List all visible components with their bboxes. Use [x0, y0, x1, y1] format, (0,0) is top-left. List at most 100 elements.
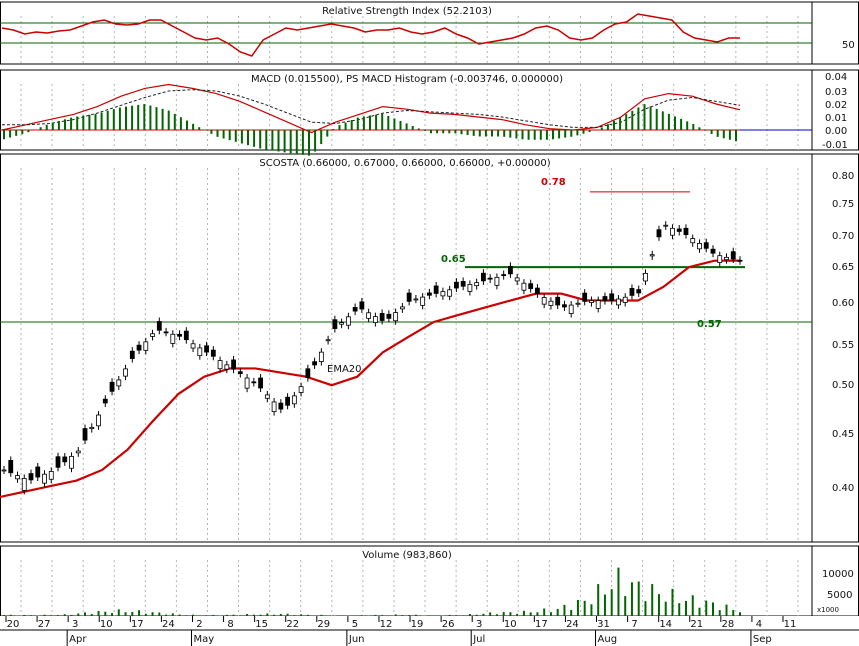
- x-month-label-aug: Aug: [598, 634, 618, 645]
- candle-body: [508, 265, 513, 275]
- candle-body: [690, 238, 696, 244]
- price-tick-065: 0.65: [832, 262, 854, 273]
- candle-body: [156, 321, 162, 331]
- candle-body: [55, 456, 61, 468]
- candle-body: [89, 426, 95, 429]
- candle-body: [345, 316, 351, 326]
- macd-tick-1: 0.03: [825, 87, 847, 98]
- macd-tick-0: 0.04: [825, 72, 847, 83]
- candle-body: [535, 287, 540, 295]
- candle-body: [1, 469, 7, 472]
- price-tick-045: 0.45: [832, 429, 854, 440]
- candle-body: [48, 471, 54, 480]
- candle-body: [305, 368, 311, 379]
- candle-body: [555, 296, 561, 306]
- x-tick-label-23: 28: [721, 619, 734, 630]
- candle-body: [616, 298, 621, 306]
- candle-body: [325, 339, 331, 342]
- candle-body: [501, 274, 507, 277]
- macd-line: [1, 83, 741, 134]
- candle-body: [433, 285, 439, 294]
- candle-body: [231, 359, 236, 370]
- candle-body: [548, 300, 554, 306]
- candle-body: [102, 398, 108, 404]
- x-tick-label-4: 17: [131, 619, 144, 630]
- x-tick-label-5: 24: [162, 619, 175, 630]
- rsi-line: [1, 13, 740, 57]
- x-tick-label-19: 31: [597, 619, 610, 630]
- candle-body: [62, 456, 68, 463]
- candle-body: [575, 302, 581, 305]
- macd-tick-4: 0.00: [825, 126, 847, 137]
- candle-body: [697, 243, 702, 250]
- price-tick-075: 0.75: [832, 199, 854, 210]
- x-tick-label-7: 8: [227, 619, 233, 630]
- candle-body: [595, 300, 601, 309]
- candle-body: [143, 341, 149, 351]
- price-tick-040: 0.40: [832, 483, 854, 494]
- candle-body: [82, 428, 88, 441]
- x-tick-label-6: 2: [196, 619, 202, 630]
- level-label-065: 0.65: [441, 254, 466, 265]
- candle-body: [386, 313, 392, 319]
- candle-body: [393, 312, 399, 322]
- ema-label: EMA20: [327, 364, 362, 375]
- candle-body: [514, 277, 520, 282]
- candle-body: [710, 248, 716, 254]
- candle-body: [352, 307, 358, 312]
- grid-layer: [20, 16, 799, 616]
- candle-body: [163, 331, 169, 334]
- candle-body: [8, 460, 14, 474]
- candle-body: [285, 396, 290, 406]
- candle-body: [426, 292, 432, 296]
- candle-body: [75, 450, 81, 454]
- candle-body: [42, 473, 47, 484]
- candle-body: [683, 227, 689, 235]
- candle-body: [28, 473, 34, 481]
- price-tick-080: 0.80: [832, 171, 854, 182]
- candle-body: [170, 333, 176, 344]
- x-tick-label-9: 22: [286, 619, 299, 630]
- rsi-panel: Relative Strength Index (52.2103) 50: [322, 6, 855, 51]
- x-tick-label-22: 21: [690, 619, 703, 630]
- price-tick-070: 0.70: [832, 231, 854, 242]
- candle-body: [521, 282, 527, 291]
- x-tick-label-11: 5: [352, 619, 358, 630]
- price-tick-050: 0.50: [832, 380, 854, 391]
- candle-body: [359, 301, 365, 310]
- candle-body: [703, 242, 709, 249]
- candle-body: [21, 477, 27, 491]
- candle-body: [271, 401, 277, 413]
- x-tick-label-17: 17: [535, 619, 548, 630]
- candle-body: [528, 283, 534, 289]
- candle-body: [96, 414, 101, 427]
- x-month-label-apr: Apr: [69, 634, 87, 645]
- volume-panel: Volume (983,860) 10000 5000 x1000: [362, 550, 854, 614]
- x-tick-label-1: 27: [38, 619, 51, 630]
- x-tick-label-16: 10: [504, 619, 517, 630]
- candle-body: [474, 282, 480, 287]
- price-tick-060: 0.60: [832, 298, 854, 309]
- candle-body: [291, 395, 297, 405]
- candle-body: [217, 360, 223, 370]
- x-tick-label-12: 12: [380, 619, 393, 630]
- candle-body: [589, 300, 594, 303]
- x-tick-label-25: 11: [784, 619, 797, 630]
- x-tick-label-24: 4: [756, 619, 762, 630]
- candle-body: [440, 291, 446, 297]
- candle-body: [602, 296, 608, 301]
- macd-tick-3: 0.01: [825, 113, 847, 124]
- marks-layer: [0, 13, 812, 616]
- candle-body: [730, 251, 736, 260]
- candle-body: [109, 381, 115, 392]
- macd-title: MACD (0.015500), PS MACD Histogram (-0.0…: [251, 74, 563, 85]
- candle-body: [318, 351, 324, 362]
- x-tick-label-0: 20: [7, 619, 20, 630]
- x-tick-label-10: 29: [317, 619, 330, 630]
- candle-body: [399, 306, 405, 310]
- candle-body: [481, 272, 486, 282]
- x-tick-label-18: 24: [566, 619, 579, 630]
- candle-body: [656, 229, 662, 238]
